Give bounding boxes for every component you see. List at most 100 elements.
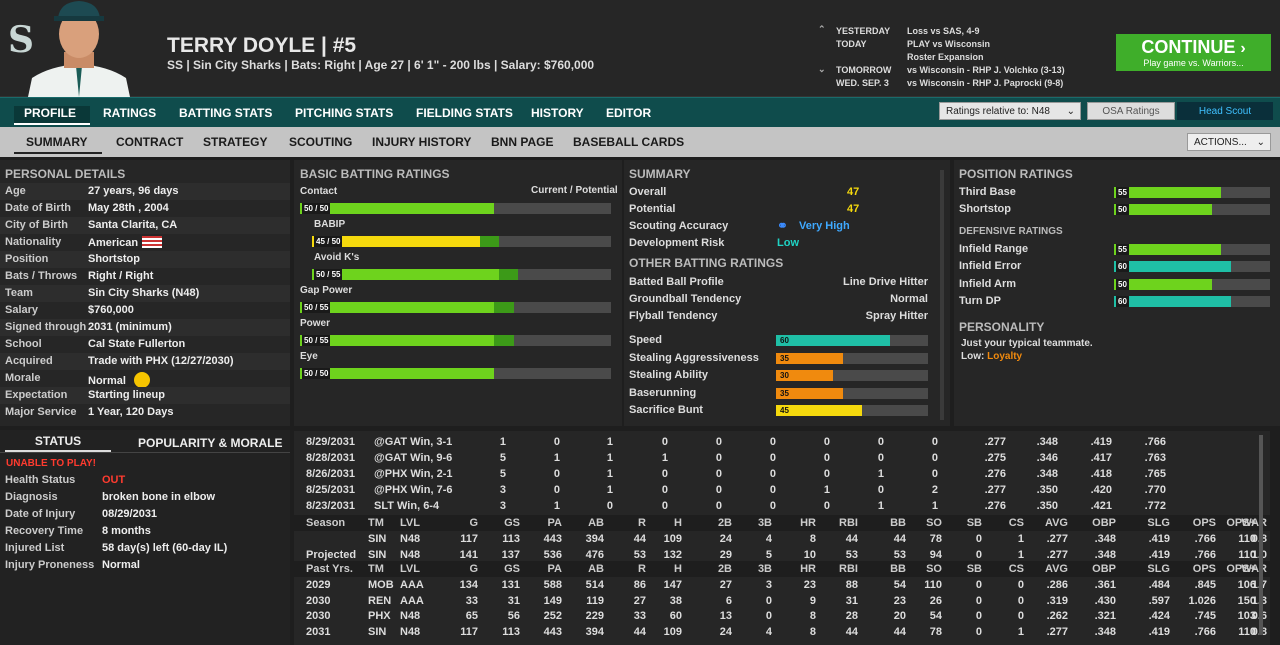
table-cell: 1 [931,500,938,512]
continue-button[interactable]: CONTINUE › Play game vs. Warriors... [1116,34,1271,71]
chevron-up-icon[interactable]: ⌃ [818,24,826,34]
table-cell: R [638,563,646,575]
table-cell: 94 [929,549,942,561]
table-cell: 109 [663,533,682,545]
table-cell: 44 [633,625,646,638]
tab-fielding-stats[interactable]: FIELDING STATS [416,106,513,120]
table-cell: 0 [823,436,830,448]
rating-value: 50 [1116,278,1129,290]
scrollbar[interactable] [1259,435,1263,635]
table-cell: HR [800,563,816,575]
game-log-row: 8/26/2031 @PHX Win, 2-1 5 0 1 0 0 0 0 1 0 .276 .348.… [294,466,1270,482]
table-cell: 1 [553,500,560,512]
table-cell: 117 [460,533,478,545]
detail-label: Acquired [5,355,53,367]
summary-panel: SUMMARY Overall 47 Potential 47 Scouting… [624,160,950,426]
table-cell: .745 [1194,610,1216,622]
table-cell: .276 [984,500,1006,512]
head-scout-button[interactable]: Head Scout [1177,102,1273,120]
tab-bnn-page[interactable]: BNN PAGE [491,135,554,149]
schedule-row: TOMORROW vs Wisconsin - RHP J. Volchko (3… [836,65,1065,75]
table-cell: 229 [585,610,604,622]
status-row: Date of Injury 08/29/2031 [0,506,290,523]
status-row: Injury Proneness Normal [0,557,290,574]
table-cell: 0 [606,500,613,512]
rating-value: 60 [1116,261,1129,273]
rating-name: Contact [300,186,338,197]
tab-popularity-morale[interactable]: POPULARITY & MORALE [138,436,283,450]
table-cell: 0 [769,436,776,448]
table-cell: WAR [1241,517,1267,529]
table-cell: Projected [306,549,357,561]
tab-baseball-cards[interactable]: BASEBALL CARDS [573,135,685,149]
rating-current-fill [300,302,495,313]
table-cell: 8 [809,625,816,638]
tab-profile[interactable]: PROFILE [14,106,91,125]
tab-ratings[interactable]: RATINGS [103,106,157,120]
detail-value: Sin City Sharks (N48) [88,287,200,299]
table-cell: 3B [757,563,772,575]
table-cell: 394 [585,625,604,638]
chevron-down-icon[interactable]: ⌄ [818,64,826,74]
table-cell: OBP [1092,517,1116,529]
table-cell: 9 [809,594,816,607]
table-cell: 6 [725,594,732,607]
table-cell: 110 [924,579,942,591]
table-cell: Past Yrs. [306,563,353,575]
table-cell: AVG [1044,563,1068,575]
tab-pitching-stats[interactable]: PITCHING STATS [295,106,394,120]
table-cell: REN [368,594,392,607]
table-cell: 252 [543,610,562,622]
table-cell: AAA [400,594,424,607]
detail-value: Santa Clarita, CA [88,219,178,231]
status-row: Diagnosis broken bone in elbow [0,489,290,506]
detail-label: Position [5,253,49,265]
table-cell: @PHX Win, 7-6 [374,484,453,496]
tab-batting-stats[interactable]: BATTING STATS [179,106,273,120]
detail-row: Salary $760,000 [0,302,290,319]
status-row: Injured List 58 day(s) left (60-day IL) [0,540,290,557]
table-cell: MOB [368,579,394,591]
rating-name: Baserunning [629,386,697,399]
table-cell: .277 [1046,625,1068,638]
tab-contract[interactable]: CONTRACT [116,135,184,149]
chevron-down-icon: ⌄ [1256,137,1265,148]
table-cell: .772 [1144,500,1166,512]
detail-label: Age [5,185,26,197]
tab-strategy[interactable]: STRATEGY [203,135,268,149]
rating-bar: 30 [776,370,928,381]
table-cell: @GAT Win, 3-1 [374,436,453,448]
table-cell: 132 [663,549,682,561]
table-cell: .417 [1090,452,1112,464]
table-cell: 88 [845,579,858,591]
scrollbar[interactable] [940,170,944,420]
table-cell: 1 [606,436,613,448]
detail-label: Bats / Throws [5,270,78,282]
table-cell: 26 [929,594,942,607]
rating-name: Gap Power [300,285,353,296]
table-cell: 2 [931,484,938,496]
actions-dropdown[interactable]: ACTIONS... ⌄ [1187,133,1271,151]
tab-history[interactable]: HISTORY [531,106,584,120]
table-cell: 149 [543,594,562,607]
rating-value: 60 [1116,295,1129,307]
table-cell: 137 [501,549,520,561]
table-cell: 1 [661,452,668,464]
ratings-relative-select[interactable]: Ratings relative to: N48 ⌄ [939,102,1081,120]
tab-injury-history[interactable]: INJURY HISTORY [372,135,472,149]
rating-bar: 50 / 55 [312,269,611,280]
table-cell: .424 [1148,610,1170,622]
table-cell: .262 [1046,610,1068,622]
tab-summary[interactable]: SUMMARY [14,135,102,154]
table-cell: 0 [661,436,668,448]
tab-scouting[interactable]: SCOUTING [289,135,353,149]
detail-value: Trade with PHX (12/27/2030) [88,355,234,367]
table-cell: 147 [663,579,682,591]
table-cell: 110 [1238,549,1256,561]
osa-ratings-button[interactable]: OSA Ratings [1087,102,1175,120]
table-cell: OPS+ [1226,563,1256,575]
table-cell: 0 [877,484,884,496]
tab-status[interactable]: STATUS [5,434,111,452]
rating-potential-fill [498,269,518,280]
tab-editor[interactable]: EDITOR [606,106,652,120]
